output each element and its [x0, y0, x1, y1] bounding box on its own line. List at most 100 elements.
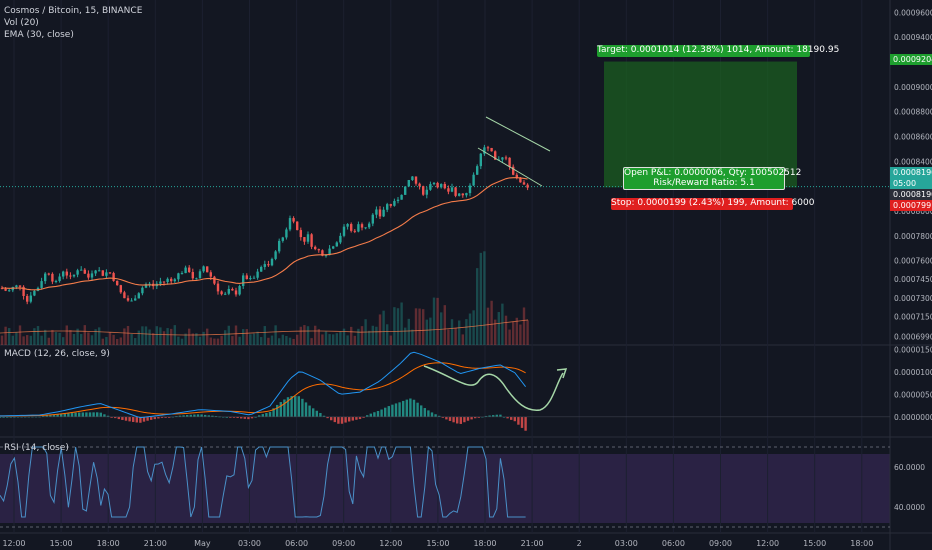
candle-body: [252, 277, 256, 279]
macd-histogram-bar: [186, 415, 189, 417]
candle-body: [306, 234, 310, 242]
candle-body: [501, 157, 504, 160]
candle-body: [357, 224, 360, 232]
volume-bar: [515, 317, 518, 345]
volume-bar: [137, 330, 140, 345]
candle-body: [440, 184, 443, 188]
candle-body: [479, 153, 482, 167]
rsi-tick-label: 60.0000: [894, 463, 925, 472]
volume-bar: [83, 325, 86, 345]
volume-bar: [76, 328, 79, 345]
macd-histogram-bar: [362, 416, 365, 418]
rsi-label[interactable]: RSI (14, close): [4, 443, 69, 453]
volume-bar: [342, 328, 346, 345]
volume-bar: [184, 333, 187, 345]
macd-histogram-bar: [423, 408, 426, 417]
volume-bar: [22, 336, 25, 345]
candle-body: [191, 272, 194, 279]
macd-histogram-bar: [45, 415, 48, 417]
macd-histogram-bar: [477, 416, 480, 418]
vol-label[interactable]: Vol (20): [4, 18, 39, 28]
volume-bar: [69, 330, 72, 345]
macd-histogram-bar: [157, 416, 160, 419]
macd-histogram-bar: [466, 416, 470, 421]
macd-histogram-bar: [445, 416, 448, 420]
target-label[interactable]: Target: 0.0001014 (12.38%) 1014, Amount:…: [597, 45, 840, 57]
candle-body: [353, 230, 356, 232]
volume-bar: [134, 338, 137, 345]
macd-histogram-bar: [60, 414, 63, 417]
candle-body: [58, 276, 61, 281]
candle-body: [422, 186, 425, 195]
candle-body: [368, 223, 371, 228]
time-tick-label: 15:00: [50, 539, 73, 548]
volume-bar: [296, 334, 299, 345]
candle-body: [371, 214, 374, 224]
stop-label[interactable]: Stop: 0.0000199 (2.43%) 199, Amount: 600…: [611, 198, 815, 210]
volume-bar: [108, 332, 112, 345]
time-axis[interactable]: 12:00 15:00 18:00 21:00 May 03:00 06:00 09:00 12…: [2, 539, 873, 548]
macd-histogram-bar: [207, 415, 210, 417]
candle-body: [317, 249, 320, 251]
ema-label[interactable]: EMA (30, close): [4, 30, 74, 40]
volume-bar: [15, 332, 18, 345]
trendline-lower: [477, 147, 543, 187]
candle-body: [335, 242, 338, 247]
macd-histogram-bar: [358, 416, 362, 420]
volume-bar: [512, 321, 515, 345]
rsi-pane: [0, 445, 890, 528]
candle-body: [4, 288, 7, 291]
macd-histogram-bar: [524, 416, 527, 431]
macd-histogram-bar: [394, 403, 398, 417]
candle-body: [450, 187, 454, 192]
candle-body: [364, 227, 367, 229]
candle-body: [360, 224, 364, 228]
volume-bar: [206, 328, 209, 345]
symbol-title[interactable]: Cosmos / Bitcoin, 15, BINANCE: [4, 6, 143, 16]
candle-body: [87, 273, 90, 278]
time-tick-label: 2: [577, 539, 582, 548]
volume-bar: [422, 309, 425, 345]
macd-label[interactable]: MACD (12, 26, close, 9): [4, 349, 110, 359]
arrow-head: [556, 368, 568, 379]
volume-bar: [202, 331, 205, 345]
volume-bar: [195, 333, 198, 345]
macd-histogram-bar: [430, 412, 434, 417]
macd-histogram-bar: [63, 413, 66, 417]
volume-bar: [119, 337, 122, 345]
volume-bar: [504, 315, 508, 345]
candle-body: [8, 290, 11, 292]
volume-bar: [188, 328, 191, 345]
volume-bar: [386, 324, 389, 345]
volume-bar: [144, 326, 148, 345]
macd-histogram-bar: [510, 416, 513, 420]
macd-histogram-bar: [193, 414, 196, 417]
volume-bar: [285, 335, 288, 345]
volume-bar: [324, 331, 328, 345]
price-tick-label: 0.0006990: [894, 332, 932, 341]
candle-body: [299, 230, 302, 238]
macd-histogram-bar: [146, 416, 149, 421]
volume-bar: [152, 333, 155, 345]
macd-histogram-bar: [236, 416, 239, 419]
macd-histogram-bar: [103, 414, 106, 417]
volume-bar: [180, 338, 184, 345]
volume-bar: [213, 338, 216, 345]
volume-bar: [166, 328, 169, 345]
candle-body: [303, 237, 306, 242]
volume-bar: [382, 310, 385, 345]
macd-histogram-bar: [114, 416, 117, 419]
price-axis[interactable]: 0.0009600 0.0009400 0.0009000 0.0008800 0.00…: [894, 8, 932, 512]
volume-bar: [249, 334, 252, 345]
macd-histogram-bar: [506, 416, 509, 419]
volume-bar: [443, 305, 446, 345]
macd-histogram-bar: [135, 416, 138, 423]
candle-body: [454, 187, 457, 196]
ema-line: [1, 177, 528, 291]
pnl-box[interactable]: Open P&L: 0.0000006, Qty: 100502512 Risk…: [623, 167, 801, 190]
macd-histogram-bar: [355, 416, 358, 420]
macd-histogram-bar: [290, 396, 293, 417]
volume-bar: [335, 333, 338, 345]
macd-histogram-bar: [312, 408, 315, 417]
